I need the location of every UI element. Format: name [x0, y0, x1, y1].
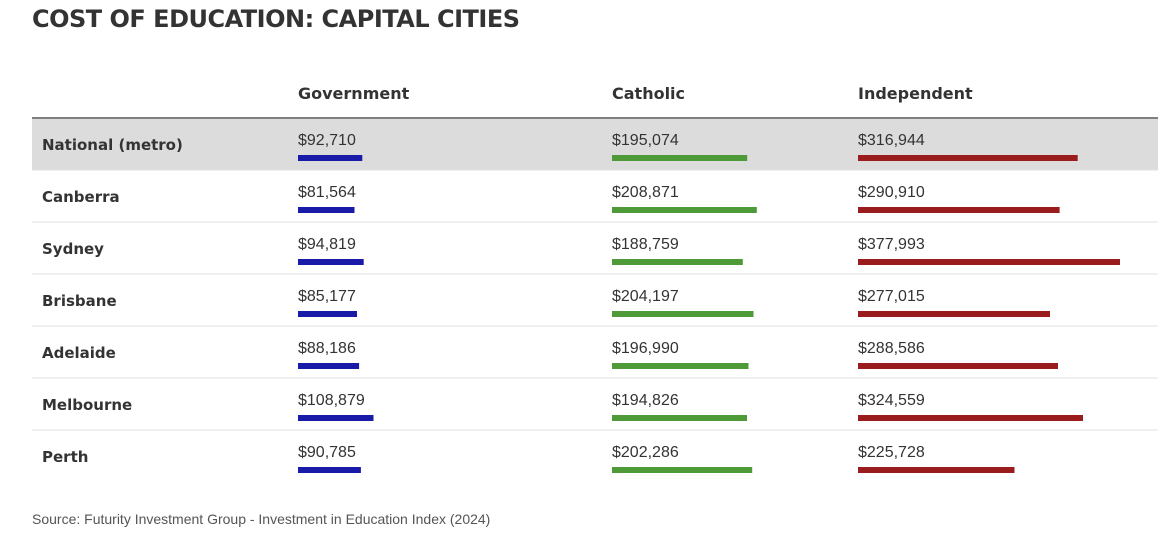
column-header-government: Government	[298, 84, 410, 103]
value-bar	[858, 311, 1050, 317]
value-label: $377,993	[858, 236, 925, 253]
source-note: Source: Futurity Investment Group - Inve…	[32, 511, 491, 527]
value-bar	[612, 155, 748, 161]
value-bar	[298, 415, 374, 421]
column-header-catholic: Catholic	[612, 84, 685, 103]
education-cost-table: Government Catholic Independent National (m…	[32, 84, 1158, 473]
value-bar	[298, 363, 360, 369]
value-bar	[612, 415, 747, 421]
row-label: Canberra	[42, 188, 120, 206]
value-label: $92,710	[298, 132, 356, 149]
value-bar	[612, 363, 749, 369]
row-label: Brisbane	[42, 292, 117, 310]
value-label: $324,559	[858, 392, 925, 409]
value-label: $202,286	[612, 444, 679, 461]
value-label: $194,826	[612, 392, 679, 409]
value-bar	[858, 467, 1015, 473]
column-header-independent: Independent	[858, 84, 973, 103]
value-bar	[298, 311, 357, 317]
value-label: $225,728	[858, 444, 925, 461]
row-label: Perth	[42, 448, 88, 466]
value-bar	[612, 467, 753, 473]
value-bar	[858, 155, 1078, 161]
value-label: $290,910	[858, 184, 925, 201]
value-label: $188,759	[612, 236, 679, 253]
value-label: $316,944	[858, 132, 925, 149]
value-label: $90,785	[298, 444, 356, 461]
value-label: $85,177	[298, 288, 356, 305]
value-label: $195,074	[612, 132, 679, 149]
value-label: $94,819	[298, 236, 356, 253]
row-highlight	[32, 119, 1158, 170]
value-bar	[858, 415, 1083, 421]
row-label: Melbourne	[42, 396, 132, 414]
value-bar	[612, 259, 743, 265]
row-label: Sydney	[42, 240, 104, 258]
value-label: $288,586	[858, 340, 925, 357]
value-bar	[612, 311, 754, 317]
value-label: $277,015	[858, 288, 925, 305]
value-bar	[858, 363, 1058, 369]
chart-title: COST OF EDUCATION: CAPITAL CITIES	[32, 5, 520, 33]
value-bar	[858, 207, 1060, 213]
value-label: $88,186	[298, 340, 356, 357]
row-label: National (metro)	[42, 136, 183, 154]
value-label: $208,871	[612, 184, 679, 201]
value-bar	[298, 259, 364, 265]
value-label: $196,990	[612, 340, 679, 357]
value-bar	[858, 259, 1120, 265]
value-label: $204,197	[612, 288, 679, 305]
row-label: Adelaide	[42, 344, 116, 362]
value-bar	[298, 207, 355, 213]
value-label: $108,879	[298, 392, 365, 409]
value-bar	[298, 155, 363, 161]
value-bar	[298, 467, 361, 473]
value-label: $81,564	[298, 184, 356, 201]
value-bar	[612, 207, 757, 213]
